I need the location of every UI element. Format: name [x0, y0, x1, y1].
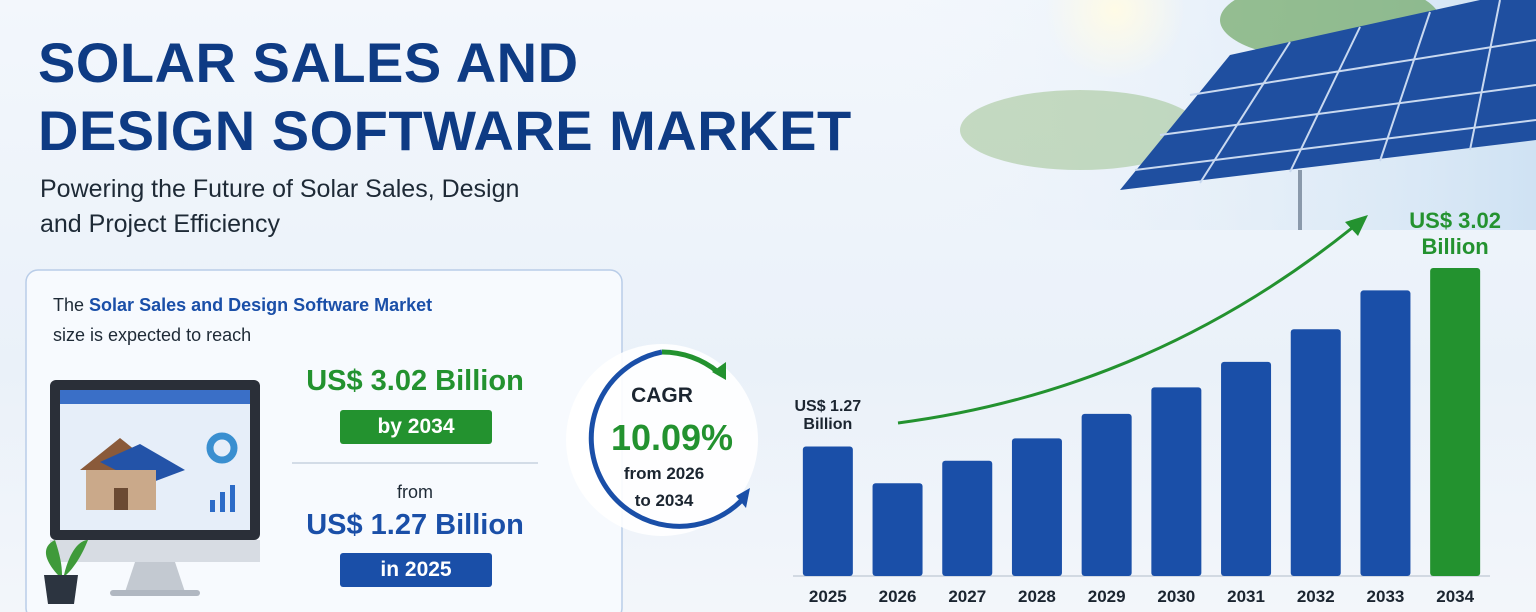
- title-line: DESIGN SOFTWARE MARKET: [38, 99, 852, 162]
- subtitle-line: and Project Efficiency: [40, 210, 280, 238]
- trees: [960, 90, 1200, 170]
- cagr-ring: [566, 344, 758, 536]
- base-badge: in 2025: [340, 553, 492, 587]
- intro-suffix: size is expected to reach: [53, 325, 252, 345]
- intro-highlight: Solar Sales and Design Software Market: [89, 295, 433, 315]
- forecast-badge: by 2034: [340, 410, 492, 444]
- x-tick-label: 2028: [1018, 587, 1056, 606]
- value-label: US$ 1.27 Billion: [794, 398, 862, 434]
- bar: [1290, 329, 1341, 576]
- forecast-value: US$ 3.02 Billion: [306, 365, 524, 397]
- x-tick-label: 2029: [1088, 587, 1126, 606]
- x-tick-label: 2025: [809, 587, 847, 606]
- bar: [1151, 387, 1202, 576]
- plant: [44, 540, 88, 604]
- card-intro: The Solar Sales and Design Software Mark…: [53, 295, 432, 316]
- x-tick-label: 2032: [1297, 587, 1335, 606]
- x-tick-label: 2034: [1436, 587, 1474, 606]
- x-tick-label: 2030: [1157, 587, 1195, 606]
- bar: [1011, 438, 1062, 576]
- cagr-label: CAGR: [631, 384, 693, 407]
- bar: [1430, 268, 1481, 576]
- bar: [1081, 413, 1132, 576]
- cagr-value: 10.09%: [610, 417, 734, 458]
- bar: [942, 460, 993, 576]
- cagr-period: to 2034: [634, 491, 694, 510]
- base-value: US$ 1.27 Billion: [306, 509, 524, 541]
- bar: [802, 446, 853, 576]
- bar: [1221, 361, 1272, 576]
- from-label: from: [397, 482, 433, 502]
- bar: [1360, 290, 1411, 576]
- title-line: SOLAR SALES AND: [38, 31, 579, 94]
- intro-prefix: The: [53, 295, 85, 315]
- x-tick-label: 2026: [879, 587, 917, 606]
- solar-panel: [1120, 0, 1536, 230]
- x-tick-label: 2031: [1227, 587, 1265, 606]
- x-tick-label: 2027: [948, 587, 986, 606]
- cagr-period: from 2026: [623, 464, 705, 483]
- bar: [872, 483, 923, 576]
- growth-arrow: [897, 215, 1368, 425]
- value-label: US$ 3.02 Billion: [1409, 208, 1501, 259]
- sun: [1045, 0, 1185, 80]
- monitor: [50, 380, 260, 596]
- subtitle-line: Powering the Future of Solar Sales, Desi…: [40, 175, 520, 203]
- x-tick-label: 2033: [1367, 587, 1405, 606]
